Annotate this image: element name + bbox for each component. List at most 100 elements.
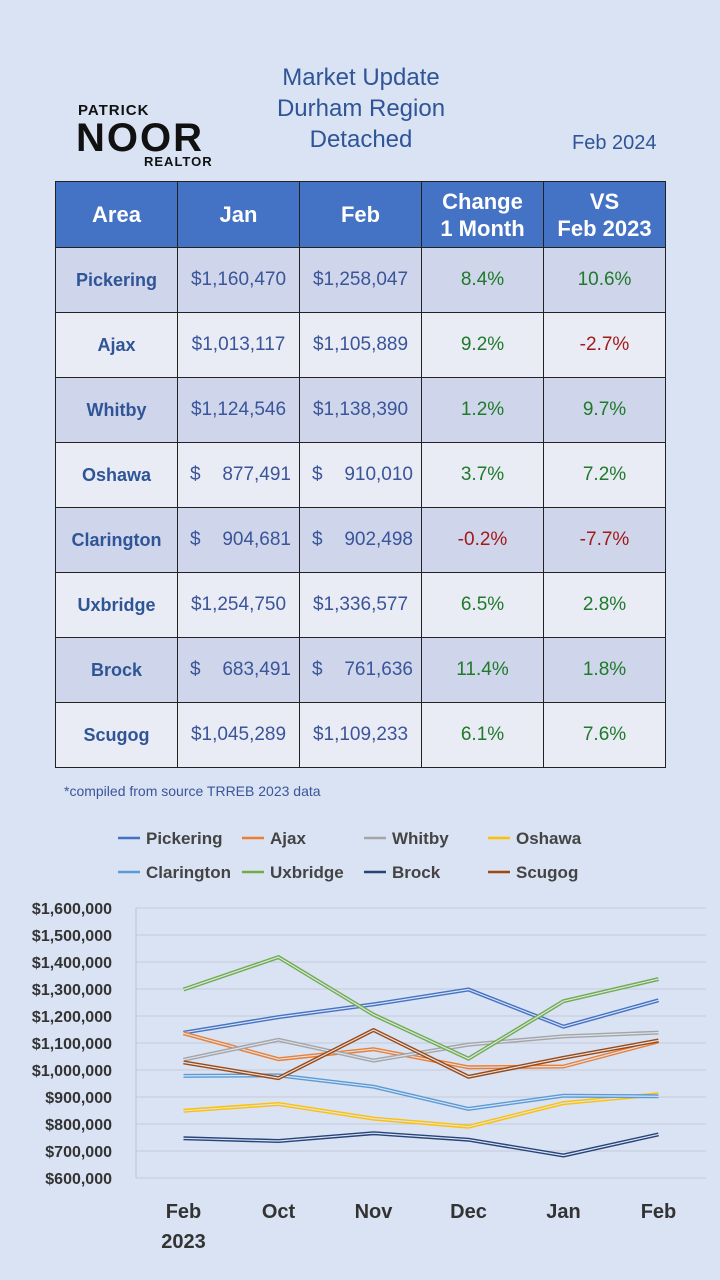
- legend-label: Uxbridge: [270, 863, 344, 882]
- change-cell: 11.4%: [421, 637, 544, 703]
- report-date: Feb 2024: [572, 132, 657, 154]
- change-cell: 3.7%: [421, 442, 544, 508]
- price-amount: 761,636: [344, 659, 413, 680]
- header-feb: Feb: [299, 181, 422, 248]
- price-amount: $1,336,577: [312, 594, 409, 615]
- table-row: Pickering $1,160,470 $1,258,047 8.4% 10.6%: [55, 247, 666, 313]
- x-tick-label: Oct: [262, 1201, 296, 1223]
- dollar-sign: $: [312, 464, 323, 485]
- y-tick-label: $900,000: [45, 1090, 112, 1107]
- feb-price-cell: $1,258,047: [299, 247, 422, 313]
- x-tick-label-line2: 2023: [161, 1231, 206, 1253]
- feb-price-cell: $761,636: [299, 637, 422, 703]
- y-tick-label: $1,200,000: [32, 1009, 112, 1026]
- x-tick-label: Jan: [546, 1201, 580, 1223]
- y-tick-label: $1,300,000: [32, 982, 112, 999]
- price-amount: 904,681: [222, 529, 291, 550]
- y-tick-label: $1,100,000: [32, 1036, 112, 1053]
- change-cell: 8.4%: [421, 247, 544, 313]
- series-uxbridge: [182, 955, 659, 1061]
- series-line-inner: [183, 956, 659, 1060]
- y-tick-label: $1,500,000: [32, 928, 112, 945]
- price-amount: $1,105,889: [312, 334, 409, 355]
- legend-label: Pickering: [146, 829, 223, 848]
- header-area: Area: [55, 181, 178, 248]
- series-line-inner: [183, 1032, 659, 1068]
- series-line-inner: [183, 1093, 659, 1128]
- legend-label: Ajax: [270, 829, 306, 848]
- area-cell: Uxbridge: [55, 572, 178, 638]
- title-line-1: Market Update: [282, 64, 440, 91]
- table-row: Scugog $1,045,289 $1,109,233 6.1% 7.6%: [55, 702, 666, 768]
- table-row: Clarington $904,681 $902,498 -0.2% -7.7%: [55, 507, 666, 573]
- change-cell: 9.2%: [421, 312, 544, 378]
- y-tick-label: $1,600,000: [32, 901, 112, 918]
- jan-price-cell: $1,160,470: [177, 247, 300, 313]
- legend-label: Scugog: [516, 863, 578, 882]
- area-cell: Scugog: [55, 702, 178, 768]
- area-cell: Whitby: [55, 377, 178, 443]
- footnote: *compiled from source TRREB 2023 data: [64, 783, 321, 799]
- title-line-3: Detached: [309, 126, 413, 153]
- legend-label: Whitby: [392, 829, 449, 848]
- header-change: Change 1 Month: [421, 181, 544, 248]
- price-amount: 910,010: [344, 464, 413, 485]
- y-tick-label: $1,000,000: [32, 1063, 112, 1080]
- header-vs: VS Feb 2023: [543, 181, 666, 248]
- vs-cell: 7.6%: [543, 702, 666, 768]
- series-scugog: [183, 1028, 659, 1081]
- change-cell: 6.5%: [421, 572, 544, 638]
- legend-label: Clarington: [146, 863, 231, 882]
- feb-price-cell: $902,498: [299, 507, 422, 573]
- series-line-inner: [183, 988, 659, 1034]
- table-row: Ajax $1,013,117 $1,105,889 9.2% -2.7%: [55, 312, 666, 378]
- title-line-2: Durham Region: [276, 95, 446, 122]
- change-cell: 6.1%: [421, 702, 544, 768]
- vs-cell: 2.8%: [543, 572, 666, 638]
- table-row: Brock $683,491 $761,636 11.4% 1.8%: [55, 637, 666, 703]
- feb-price-cell: $910,010: [299, 442, 422, 508]
- dollar-sign: $: [190, 464, 201, 485]
- y-tick-label: $600,000: [45, 1171, 112, 1188]
- dollar-sign: $: [312, 529, 323, 550]
- area-cell: Pickering: [55, 247, 178, 313]
- series-ajax: [182, 1031, 660, 1070]
- area-cell: Clarington: [55, 507, 178, 573]
- x-tick-label: Dec: [450, 1201, 487, 1223]
- series-pickering: [183, 987, 660, 1035]
- vs-cell: -2.7%: [543, 312, 666, 378]
- series-brock: [183, 1131, 659, 1158]
- y-tick-label: $1,400,000: [32, 955, 112, 972]
- series-oshawa: [183, 1092, 659, 1129]
- jan-price-cell: $1,045,289: [177, 702, 300, 768]
- area-cell: Brock: [55, 637, 178, 703]
- price-amount: $1,045,289: [190, 724, 287, 745]
- price-amount: $1,013,117: [191, 334, 286, 355]
- price-amount: 877,491: [222, 464, 291, 485]
- price-amount: $1,109,233: [312, 724, 409, 745]
- jan-price-cell: $1,124,546: [177, 377, 300, 443]
- x-tick-label: Feb: [166, 1201, 202, 1223]
- vs-cell: 1.8%: [543, 637, 666, 703]
- header-jan: Jan: [177, 181, 300, 248]
- x-tick-label: Nov: [355, 1201, 394, 1223]
- y-tick-label: $700,000: [45, 1144, 112, 1161]
- table-row: Oshawa $877,491 $910,010 3.7% 7.2%: [55, 442, 666, 508]
- series-line-inner: [183, 1029, 659, 1079]
- jan-price-cell: $683,491: [177, 637, 300, 703]
- feb-price-cell: $1,105,889: [299, 312, 422, 378]
- dollar-sign: $: [312, 659, 323, 680]
- jan-price-cell: $1,254,750: [177, 572, 300, 638]
- price-amount: $1,124,546: [190, 399, 287, 420]
- vs-cell: 10.6%: [543, 247, 666, 313]
- price-amount: $1,138,390: [312, 399, 409, 420]
- dollar-sign: $: [190, 529, 201, 550]
- price-amount: $1,258,047: [312, 269, 409, 290]
- price-amount: 902,498: [344, 529, 413, 550]
- vs-cell: 9.7%: [543, 377, 666, 443]
- vs-cell: -7.7%: [543, 507, 666, 573]
- market-table: Area Jan Feb Change 1 Month VS Feb 2023 Pi…: [55, 181, 666, 768]
- change-cell: -0.2%: [421, 507, 544, 573]
- dollar-sign: $: [190, 659, 201, 680]
- table-header-row: Area Jan Feb Change 1 Month VS Feb 2023: [55, 181, 666, 248]
